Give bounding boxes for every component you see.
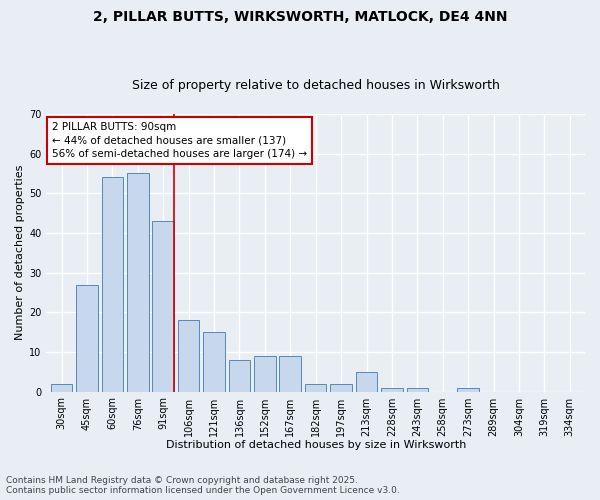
Bar: [51, 384, 73, 392]
Bar: [331, 384, 352, 392]
Title: Size of property relative to detached houses in Wirksworth: Size of property relative to detached ho…: [132, 79, 500, 92]
Bar: [457, 388, 479, 392]
Bar: [407, 388, 428, 392]
Bar: [305, 384, 326, 392]
Bar: [254, 356, 275, 392]
Bar: [381, 388, 403, 392]
Bar: [127, 174, 149, 392]
Y-axis label: Number of detached properties: Number of detached properties: [15, 165, 25, 340]
Text: 2 PILLAR BUTTS: 90sqm
← 44% of detached houses are smaller (137)
56% of semi-det: 2 PILLAR BUTTS: 90sqm ← 44% of detached …: [52, 122, 307, 158]
Bar: [356, 372, 377, 392]
Bar: [229, 360, 250, 392]
Bar: [76, 284, 98, 392]
Bar: [178, 320, 199, 392]
Bar: [280, 356, 301, 392]
X-axis label: Distribution of detached houses by size in Wirksworth: Distribution of detached houses by size …: [166, 440, 466, 450]
Text: Contains HM Land Registry data © Crown copyright and database right 2025.
Contai: Contains HM Land Registry data © Crown c…: [6, 476, 400, 495]
Bar: [152, 221, 174, 392]
Bar: [101, 178, 123, 392]
Bar: [203, 332, 225, 392]
Text: 2, PILLAR BUTTS, WIRKSWORTH, MATLOCK, DE4 4NN: 2, PILLAR BUTTS, WIRKSWORTH, MATLOCK, DE…: [93, 10, 507, 24]
